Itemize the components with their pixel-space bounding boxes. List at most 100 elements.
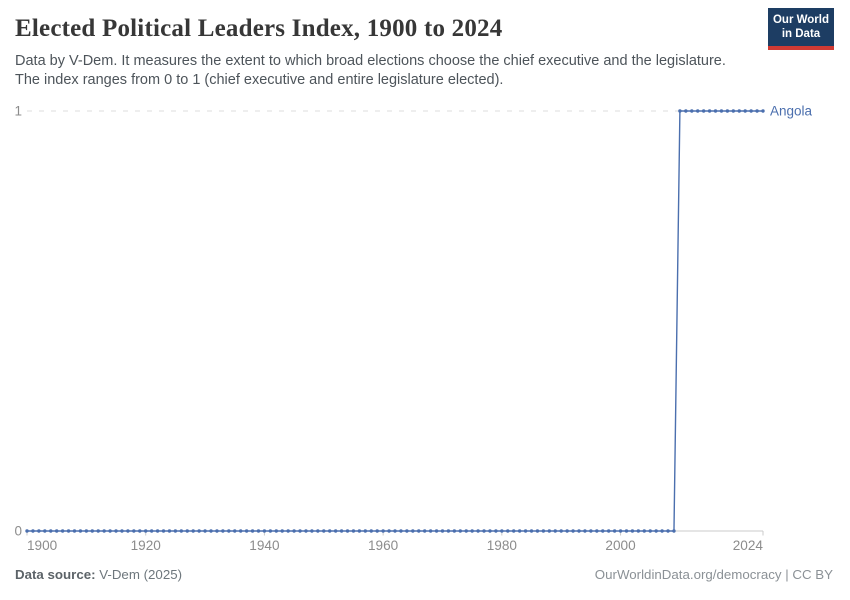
series-point: [731, 109, 736, 113]
series-point: [529, 529, 534, 533]
series-point: [244, 529, 249, 533]
logo-line-2: in Data: [781, 27, 821, 40]
series-point: [351, 529, 356, 533]
series-point: [84, 529, 89, 533]
series-point: [500, 529, 504, 533]
subtitle-line-2: The index ranges from 0 to 1 (chief exec…: [15, 71, 504, 88]
series-point: [589, 529, 593, 533]
series-point: [78, 529, 83, 533]
subtitle-line-1: Data by V-Dem. It measures the extent to…: [15, 53, 726, 69]
series-point: [707, 109, 712, 113]
series-point: [737, 109, 741, 113]
series-point: [535, 529, 540, 533]
x-axis-tick-label-2000: 2000: [605, 538, 636, 553]
series-point: [440, 529, 445, 533]
series-point: [494, 529, 498, 533]
series-point: [227, 529, 231, 533]
series-point: [405, 529, 409, 533]
series-point: [452, 529, 457, 533]
series-point: [274, 529, 278, 533]
series-point: [138, 529, 142, 533]
series-point: [411, 529, 415, 533]
x-axis-tick-label-1920: 1920: [131, 538, 162, 553]
footer-data-source: Data source: V-Dem (2025): [15, 567, 182, 582]
series-point: [238, 529, 243, 533]
series-point: [630, 529, 635, 533]
series-point: [43, 529, 47, 533]
series-point: [606, 529, 611, 533]
series-point: [595, 529, 599, 533]
series-point: [262, 529, 267, 533]
series-point: [286, 529, 290, 533]
series-point: [393, 529, 397, 533]
series-point: [666, 529, 670, 533]
series-point: [648, 529, 652, 533]
series-point: [339, 529, 344, 533]
series-point: [725, 109, 730, 113]
series-point: [333, 529, 338, 533]
y-axis-tick-label-0: 0: [14, 524, 22, 539]
series-point: [357, 529, 362, 533]
series-point: [54, 529, 59, 533]
series-point: [25, 529, 29, 533]
series-point: [155, 529, 160, 533]
owid-logo[interactable]: Our World in Data: [768, 8, 834, 50]
series-point: [60, 529, 65, 533]
series-point: [547, 529, 552, 533]
series-point: [268, 529, 273, 533]
series-point: [114, 529, 118, 533]
series-point: [642, 529, 646, 533]
series-point: [316, 529, 320, 533]
data-source-label: Data source:: [15, 567, 96, 582]
series-point: [298, 529, 302, 533]
data-source-value: V-Dem (2025): [99, 567, 183, 582]
series-point: [476, 529, 480, 533]
series-point: [719, 109, 724, 113]
x-axis-tick-label-1960: 1960: [368, 538, 399, 553]
series-point: [660, 529, 664, 533]
x-axis-tick-label-1900: 1900: [27, 538, 58, 553]
series-point: [345, 529, 350, 533]
series-point: [434, 529, 439, 533]
footer-license-link[interactable]: OurWorldinData.org/democracy | CC BY: [594, 567, 833, 582]
series-point: [482, 529, 486, 533]
series-point: [292, 529, 296, 533]
series-point: [636, 529, 641, 533]
series-point: [161, 529, 166, 533]
series-point: [72, 529, 77, 533]
series-point: [203, 529, 207, 533]
series-point: [310, 529, 314, 533]
entity-label-angola[interactable]: Angola: [770, 104, 813, 119]
chart-footer: Data source: V-Dem (2025) OurWorldinData…: [15, 567, 833, 582]
series-point: [601, 529, 605, 533]
series-point: [49, 529, 53, 533]
series-point: [488, 529, 492, 533]
series-point: [624, 529, 629, 533]
series-point: [612, 529, 617, 533]
series-point: [399, 529, 403, 533]
series-point: [553, 529, 557, 533]
series-point: [304, 529, 308, 533]
series-point: [209, 529, 213, 533]
series-point: [369, 529, 373, 533]
series-point: [191, 529, 195, 533]
series-point: [696, 109, 700, 113]
series-point: [749, 109, 753, 113]
series-point: [126, 529, 130, 533]
series-line-angola: [27, 110, 763, 532]
series-point: [179, 529, 184, 533]
series-point: [565, 529, 569, 533]
series-point: [31, 529, 35, 533]
series-point: [755, 109, 759, 113]
series-point: [672, 529, 676, 533]
series-point: [470, 529, 474, 533]
y-axis-tick-label-1: 1: [14, 104, 22, 119]
series-point: [512, 529, 516, 533]
series-point: [221, 529, 225, 533]
series-point: [618, 529, 623, 533]
owid-logo-text: Our World in Data: [768, 8, 834, 41]
series-point: [144, 529, 148, 533]
series-point: [322, 529, 326, 533]
